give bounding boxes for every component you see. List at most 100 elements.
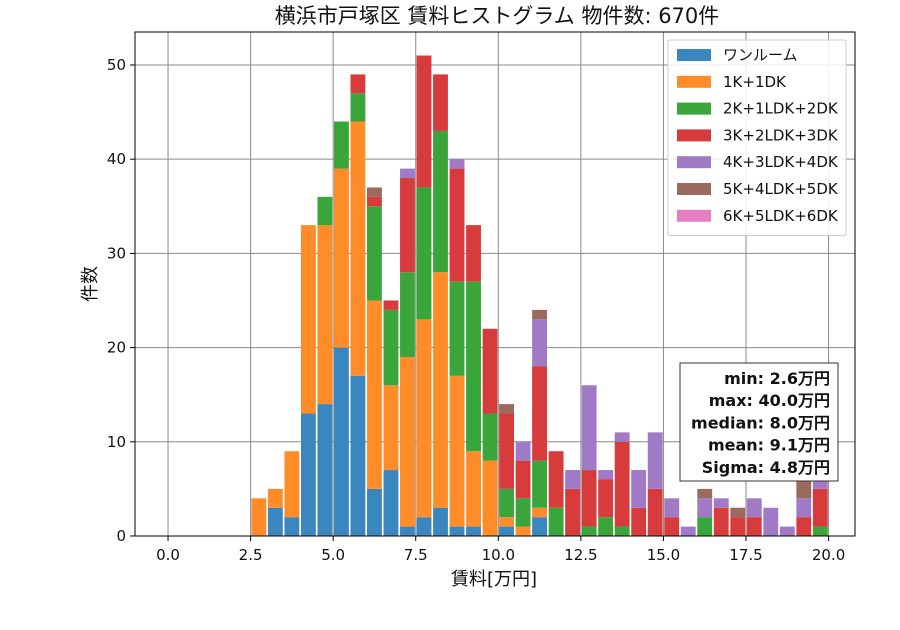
histogram-bar: [565, 470, 581, 489]
histogram-bar: [598, 517, 614, 536]
stats-line: min: 2.6万円: [724, 369, 830, 388]
y-tick-label: 40: [107, 150, 126, 168]
histogram-bar: [400, 168, 415, 179]
histogram-bar: [614, 441, 630, 527]
histogram-bar: [416, 187, 432, 320]
histogram-bar: [482, 328, 498, 414]
histogram-bar: [812, 479, 828, 489]
histogram-bar: [647, 488, 663, 536]
legend-label: 6K+5LDK+6DK: [723, 207, 839, 225]
histogram-bar: [796, 517, 812, 536]
histogram-bar: [746, 498, 762, 518]
histogram-bar: [367, 196, 382, 207]
histogram-bar: [548, 451, 564, 508]
histogram-bar: [598, 479, 614, 518]
histogram-bar: [367, 300, 382, 489]
histogram-bar: [416, 55, 432, 188]
legend-label: 5K+4LDK+5DK: [723, 180, 839, 198]
histogram-bar: [532, 319, 548, 367]
legend-label: ワンルーム: [723, 46, 798, 64]
x-tick-label: 10.0: [482, 546, 515, 564]
x-axis-ticks: 0.0 2.5 5.0 7.5 10.0 12.5 15.0 17.5 20.0: [156, 536, 845, 564]
legend-label: 3K+2LDK+3DK: [723, 126, 839, 144]
histogram-bar: [664, 517, 680, 536]
plot-frame: [134, 31, 856, 537]
histogram-bar: [350, 74, 366, 94]
histogram-bar: [565, 488, 581, 536]
legend-swatch: [677, 129, 711, 142]
legend-label: 4K+3LDK+4DK: [723, 153, 839, 171]
histogram-bar: [350, 93, 366, 122]
y-tick-label: 0: [116, 527, 126, 545]
histogram-bar: [614, 432, 630, 442]
histogram-bar: [383, 300, 399, 310]
histogram-bar: [300, 413, 316, 536]
legend-label: 1K+1DK: [723, 73, 787, 91]
stats-frame: [679, 362, 839, 482]
histogram-bar: [400, 526, 415, 536]
stats-line: median: 8.0万円: [691, 413, 830, 432]
histogram-bar: [416, 319, 432, 518]
histogram-bar: [350, 375, 366, 536]
x-axis-label: 賃料[万円]: [451, 569, 537, 590]
histogram-bar: [466, 225, 481, 282]
histogram-bar: [449, 281, 465, 376]
chart-title: 横浜市戸塚区 賃料ヒストグラム 物件数: 670件: [275, 4, 720, 28]
histogram-bar: [416, 517, 432, 536]
histogram-bar: [449, 375, 465, 527]
histogram-bar: [713, 498, 729, 508]
histogram-bar: [400, 178, 415, 273]
histogram-bar: [730, 517, 746, 536]
histogram-bar: [581, 470, 597, 527]
histogram-bar: [449, 159, 465, 169]
x-tick-label: 5.0: [321, 546, 345, 564]
y-tick-label: 10: [107, 433, 126, 451]
histogram-bar: [267, 488, 283, 508]
histogram-bar: [400, 357, 415, 527]
histogram-bar: [433, 507, 448, 536]
histogram-bar: [581, 385, 597, 471]
histogram-bar: [251, 498, 267, 536]
stats-line: mean: 9.1万円: [708, 436, 830, 455]
histogram-bar: [515, 498, 531, 527]
legend-label: 2K+1LDK+2DK: [723, 100, 839, 118]
legend-swatch: [677, 183, 711, 195]
histogram-bar: [499, 404, 514, 414]
x-tick-label: 0.0: [156, 546, 180, 564]
histogram-bar: [779, 526, 795, 536]
stats-line: Sigma: 4.8万円: [702, 458, 830, 477]
histogram-bar: [449, 526, 465, 536]
x-tick-label: 12.5: [564, 546, 597, 564]
legend: ワンルーム 1K+1DK 2K+1LDK+2DK 3K+2LDK+3DK 4K+3LDK…: [667, 39, 847, 237]
stats-box: min: 2.6万円 max: 40.0万円 median: 8.0万円 mean: …: [679, 362, 839, 482]
histogram-bar: [317, 196, 333, 226]
stats-line: max: 40.0万円: [709, 391, 830, 410]
histogram-bar: [796, 498, 812, 518]
histogram-bar: [317, 225, 333, 405]
histogram-bar: [664, 498, 680, 518]
histogram-bar: [697, 488, 713, 499]
histogram-bar: [333, 168, 349, 348]
histogram-bar: [383, 309, 399, 386]
histogram-bar: [449, 168, 465, 282]
histogram-bar: [614, 526, 630, 536]
histogram-bar: [515, 460, 531, 499]
histogram-bar: [680, 526, 696, 536]
x-tick-label: 15.0: [647, 546, 680, 564]
x-tick-label: 17.5: [729, 546, 762, 564]
histogram-bar: [697, 517, 713, 536]
legend-swatch: [677, 156, 711, 169]
histogram-bar: [746, 517, 762, 536]
histogram-bar: [532, 366, 548, 461]
histogram-bar: [532, 460, 548, 508]
histogram-bar: [383, 385, 399, 471]
histogram-bar: [466, 281, 481, 452]
histogram-bar: [499, 413, 514, 489]
histogram-bars: [251, 55, 828, 536]
histogram-bar: [548, 507, 564, 536]
y-tick-label: 50: [107, 56, 126, 74]
histogram-bar: [598, 470, 614, 480]
y-axis-label: 件数: [80, 266, 101, 302]
histogram-bar: [631, 507, 647, 536]
y-tick-label: 30: [107, 244, 126, 262]
